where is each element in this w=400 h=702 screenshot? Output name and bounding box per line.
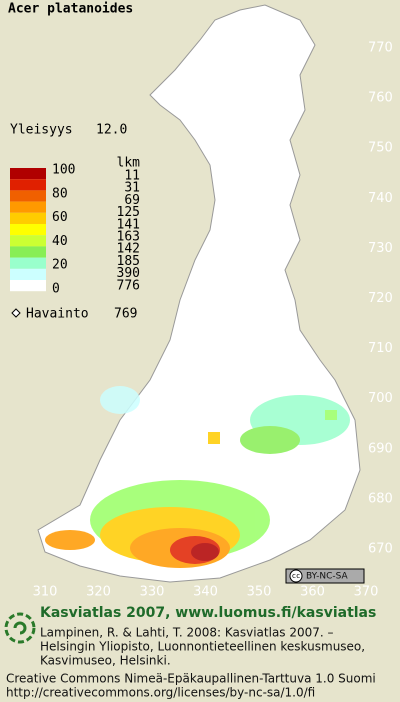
citation-line: Helsingin Yliopisto, Luonnontieteellinen…	[40, 640, 365, 654]
legend-band	[10, 246, 46, 258]
scale-label: 80	[52, 186, 68, 201]
easting-label: 330	[140, 585, 165, 600]
observation-label: Havainto	[26, 307, 89, 322]
distribution-cells	[45, 386, 350, 568]
count-label: 11	[124, 169, 140, 184]
legend-band	[10, 190, 46, 202]
northing-label: 750	[368, 141, 393, 156]
northing-label: 720	[368, 291, 393, 306]
legend-band	[10, 268, 46, 280]
northing-label: 690	[368, 441, 393, 456]
count-label: 185	[117, 254, 140, 269]
easting-label: 370	[354, 585, 379, 600]
easting-label: 350	[247, 585, 272, 600]
citation-line: Kasvimuseo, Helsinki.	[40, 654, 171, 668]
count-header: lkm	[117, 156, 141, 171]
northing-label: 680	[368, 491, 393, 506]
count-label: 776	[117, 278, 140, 293]
northing-label: 700	[368, 391, 393, 406]
logo	[4, 612, 36, 644]
easting-label: 320	[86, 585, 111, 600]
cc-badge: cc BY-NC-SA	[285, 568, 365, 584]
cc-logo: cc	[292, 572, 300, 580]
license-line: Creative Commons Nimeä-Epäkaupallinen-Ta…	[6, 672, 376, 686]
count-label: 163	[117, 230, 140, 245]
count-label: 390	[117, 266, 140, 281]
scale-label: 60	[52, 210, 68, 225]
scale-label: 20	[52, 258, 68, 273]
count-label: 142	[117, 242, 140, 257]
scale-label: 100	[52, 163, 75, 178]
count-label: 69	[124, 193, 140, 208]
legend-band	[10, 201, 46, 213]
northing-label: 760	[368, 91, 393, 106]
northing-label: 730	[368, 241, 393, 256]
footer-title: Kasviatlas 2007, www.luomus.fi/kasviatla…	[40, 605, 376, 621]
easting-label: 310	[33, 585, 58, 600]
legend-band	[10, 224, 46, 236]
legend-band	[10, 179, 46, 191]
badge-text: BY-NC-SA	[306, 572, 349, 582]
license-line: http://creativecommons.org/licenses/by-n…	[6, 686, 315, 700]
northing-label: 740	[368, 191, 393, 206]
northing-label: 710	[368, 341, 393, 356]
legend-band	[10, 257, 46, 269]
species-title: Acer platanoides	[8, 2, 133, 17]
northing-label: 670	[368, 542, 393, 557]
count-label: 31	[124, 181, 140, 196]
legend-band	[10, 168, 46, 180]
scale-label: 40	[52, 234, 68, 249]
observation-symbol	[11, 308, 21, 318]
legend-band	[10, 212, 46, 224]
easting-label: 340	[193, 585, 218, 600]
legend-band	[10, 280, 46, 292]
northing-label: 770	[368, 41, 393, 56]
frequency-value: 12.0	[96, 123, 127, 138]
citation-line: Lampinen, R. & Lahti, T. 2008: Kasviatla…	[40, 626, 334, 640]
count-label: 141	[117, 217, 140, 232]
legend-band	[10, 235, 46, 247]
scale-label: 0	[52, 282, 60, 297]
frequency-label: Yleisyys	[10, 123, 73, 138]
easting-label: 360	[300, 585, 325, 600]
observation-value: 769	[114, 307, 137, 322]
count-label: 125	[117, 205, 140, 220]
